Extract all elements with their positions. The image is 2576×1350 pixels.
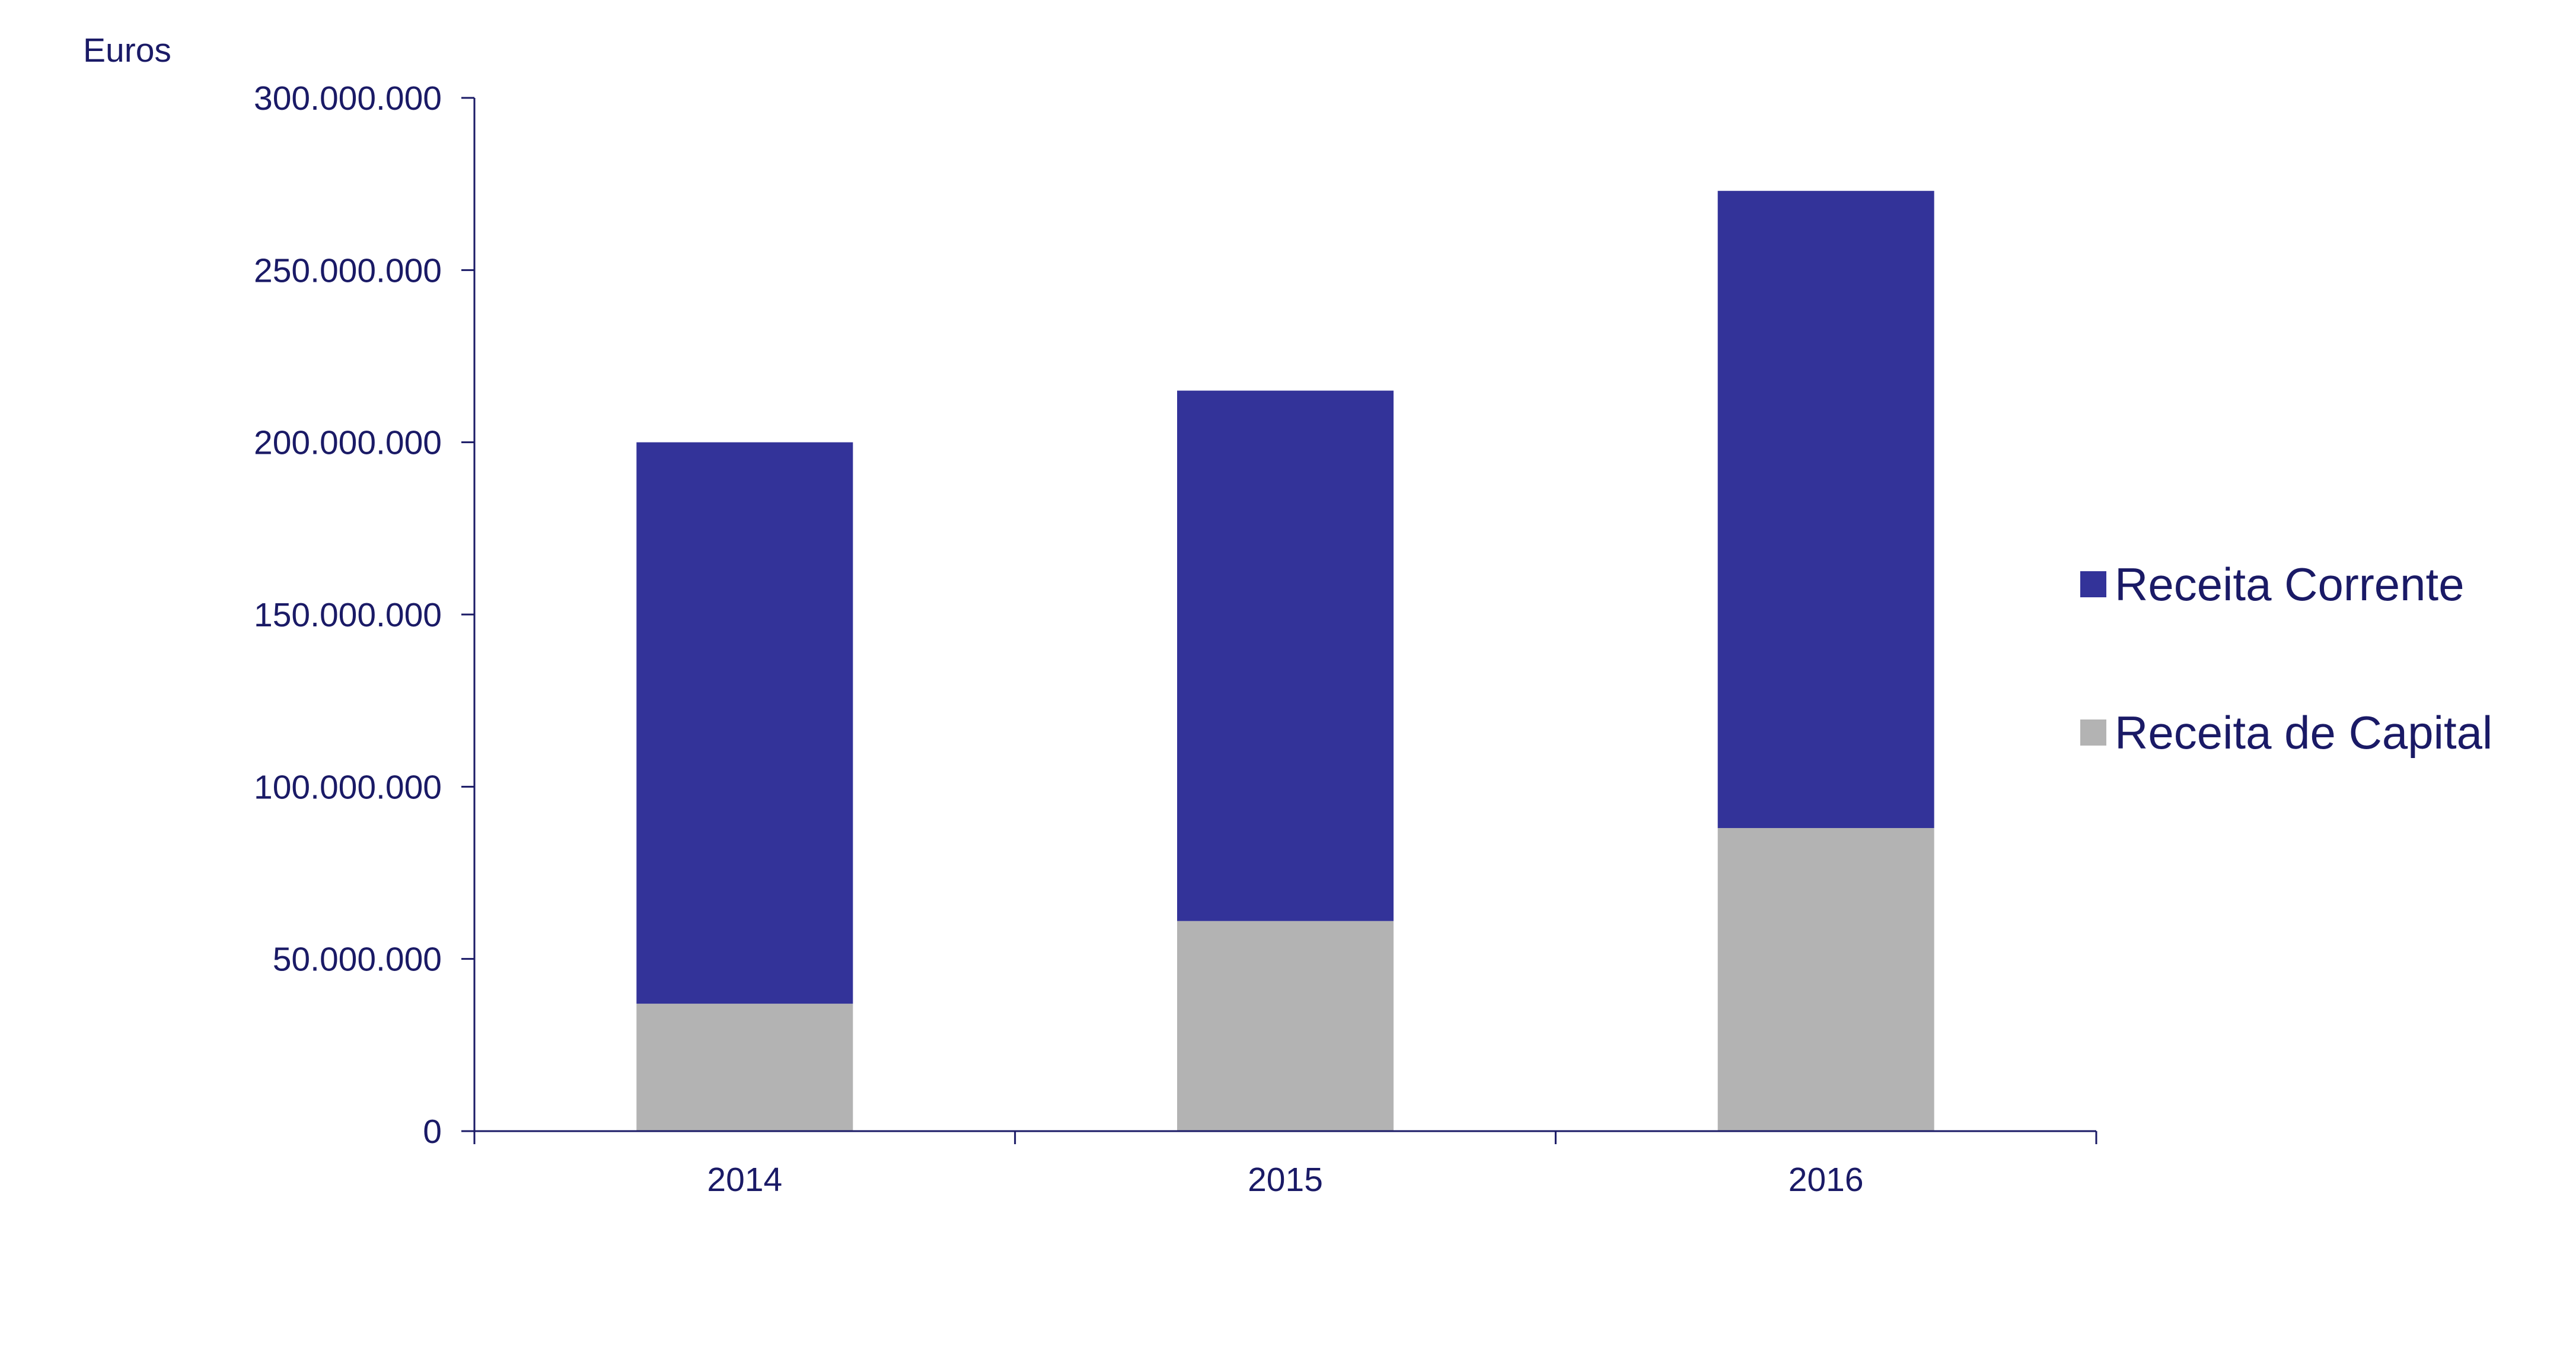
x-tick-label: 2014 — [707, 1161, 782, 1199]
y-tick-label: 250.000.000 — [254, 251, 442, 289]
bar-receita-corrente-2015 — [1177, 390, 1394, 921]
y-axis-title: Euros — [83, 31, 171, 69]
y-tick-label: 0 — [423, 1113, 442, 1151]
y-tick-label: 50.000.000 — [273, 941, 442, 979]
bar-receita-corrente-2014 — [636, 442, 853, 1004]
legend-label: Receita de Capital — [2115, 706, 2492, 759]
legend: Receita Corrente Receita de Capital — [2080, 558, 2492, 759]
y-tick-label: 100.000.000 — [254, 768, 442, 806]
x-tick-label: 2016 — [1788, 1161, 1864, 1199]
axes-group: 0 50.000.000 100.000.000 150.000.000 200.000… — [254, 79, 2097, 1199]
legend-swatch — [2080, 571, 2106, 597]
bar-receita-corrente-2016 — [1717, 190, 1934, 829]
legend-swatch — [2080, 719, 2106, 746]
bar-receita-de-capital-2015 — [1177, 921, 1394, 1131]
bars-group — [636, 190, 1934, 1131]
y-tick-label: 300.000.000 — [254, 79, 442, 117]
bar-receita-de-capital-2014 — [636, 1004, 853, 1131]
bar-receita-de-capital-2016 — [1717, 828, 1934, 1131]
x-tick-label: 2015 — [1248, 1161, 1323, 1199]
y-tick-label: 150.000.000 — [254, 596, 442, 634]
legend-label: Receita Corrente — [2115, 558, 2465, 610]
y-tick-label: 200.000.000 — [254, 424, 442, 462]
